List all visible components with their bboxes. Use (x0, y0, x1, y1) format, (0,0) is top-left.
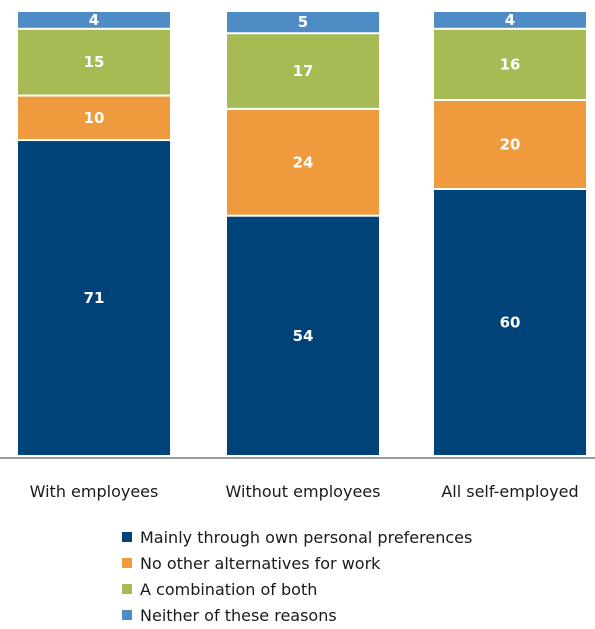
legend-item: Neither of these reasons (122, 602, 472, 628)
data-label: 60 (500, 314, 521, 332)
legend-label: Mainly through own personal preferences (140, 527, 473, 547)
x-tick-label: Without employees (225, 482, 381, 501)
legend-swatch (122, 532, 132, 542)
legend-swatch (122, 558, 132, 568)
bar-segment (18, 29, 170, 95)
bar-segment (227, 12, 379, 33)
legend-label: No other alternatives for work (140, 553, 381, 573)
legend: Mainly through own personal preferences N… (122, 524, 472, 628)
bar-segment (434, 101, 586, 188)
bar-segment (434, 190, 586, 455)
data-label: 5 (298, 13, 308, 31)
stacked-bar-chart: 71 10 15 4 54 24 17 5 60 20 16 4 (0, 11, 595, 459)
bar-segment (434, 12, 586, 28)
x-tick-label: All self-employed (441, 482, 579, 501)
legend-item: No other alternatives for work (122, 550, 472, 576)
data-label: 20 (500, 136, 521, 154)
data-label: 4 (505, 11, 515, 29)
bar-segment (18, 12, 170, 28)
data-label: 15 (84, 53, 105, 71)
data-label: 24 (293, 153, 314, 171)
legend-item: A combination of both (122, 576, 472, 602)
bar-segment (227, 216, 379, 455)
x-tick-label: With employees (29, 482, 159, 501)
data-label: 10 (84, 109, 105, 127)
legend-label: Neither of these reasons (140, 605, 337, 625)
bar-segment (434, 29, 586, 99)
legend-swatch (122, 584, 132, 594)
legend-label: A combination of both (140, 579, 318, 599)
data-label: 17 (293, 62, 314, 80)
data-label: 54 (293, 327, 314, 345)
bar-segment (18, 96, 170, 140)
legend-swatch (122, 610, 132, 620)
data-label: 4 (89, 11, 99, 29)
bar-segment (227, 109, 379, 215)
legend-item: Mainly through own personal preferences (122, 524, 472, 550)
bar-segment (227, 34, 379, 108)
data-label: 16 (500, 55, 521, 73)
bar-segment (18, 141, 170, 456)
data-label: 71 (84, 289, 105, 307)
